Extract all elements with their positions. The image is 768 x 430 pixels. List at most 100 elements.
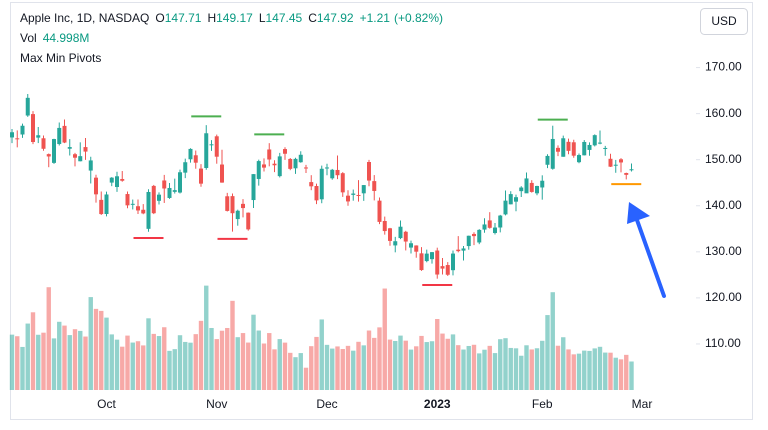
- candle-body: [393, 241, 398, 246]
- candle-body: [351, 193, 356, 195]
- candle-body: [592, 135, 597, 146]
- candle-body: [199, 168, 203, 184]
- currency-button[interactable]: [700, 8, 748, 35]
- candle-body: [514, 197, 518, 202]
- candle-body: [461, 248, 466, 251]
- volume-bar: [529, 349, 534, 390]
- x-tick-label: Feb: [532, 397, 553, 411]
- volume-bar: [471, 344, 477, 390]
- volume-bar: [597, 346, 603, 390]
- candle-body: [566, 141, 571, 151]
- candle-body: [251, 174, 256, 201]
- volume-bar: [30, 312, 36, 390]
- candle-body: [225, 196, 230, 211]
- candle-body: [46, 154, 51, 157]
- volume-bar: [209, 327, 214, 390]
- candle-body: [235, 210, 240, 220]
- volume-bar: [240, 333, 246, 390]
- candle-body: [414, 245, 419, 252]
- volume-bar: [151, 333, 156, 390]
- candle-body: [445, 265, 450, 275]
- candle-body: [519, 187, 524, 192]
- candle-body: [256, 161, 261, 179]
- x-tick-label: 2023: [424, 397, 451, 411]
- volume-bar: [303, 367, 309, 390]
- open-label: O: [155, 11, 164, 25]
- candle-body: [582, 141, 587, 156]
- candle-body: [398, 226, 403, 239]
- volume-bar: [550, 292, 555, 390]
- candle-body: [430, 252, 434, 260]
- candle-body: [293, 158, 298, 169]
- volume-bar: [524, 345, 529, 390]
- volume-bar: [130, 342, 135, 390]
- candle-body: [241, 203, 245, 209]
- candle-body: [130, 203, 135, 205]
- candle-body: [104, 194, 109, 215]
- x-tick-label: Oct: [97, 397, 116, 411]
- candle-body: [629, 169, 634, 171]
- candle-body: [487, 220, 492, 228]
- candle-body: [503, 200, 508, 215]
- candle-body: [136, 206, 140, 211]
- candle-body: [36, 135, 41, 138]
- volume-bar: [282, 342, 288, 390]
- volume-bar: [177, 335, 183, 390]
- volume-bar: [466, 345, 471, 390]
- candle-body: [556, 147, 560, 152]
- volume-bar: [487, 345, 492, 390]
- candle-body: [624, 173, 629, 175]
- volume-bar: [534, 348, 540, 390]
- candle-body: [162, 180, 167, 189]
- candle-body: [477, 229, 482, 243]
- change: +1.21: [360, 11, 391, 25]
- volume-bar: [408, 349, 414, 390]
- volume-bar: [41, 332, 46, 390]
- x-tick-label: Dec: [316, 397, 337, 411]
- candle-body: [577, 155, 581, 163]
- candle-body: [167, 187, 172, 198]
- volume-bar: [162, 327, 167, 390]
- volume-bar: [193, 334, 198, 390]
- volume-bar: [582, 350, 587, 390]
- volume-name: Vol: [20, 31, 37, 45]
- candle-body: [340, 173, 345, 193]
- candle-body: [493, 227, 497, 234]
- volume-bar: [256, 330, 261, 390]
- candle-body: [109, 177, 114, 183]
- candle-body: [335, 169, 340, 176]
- candle-body: [309, 182, 314, 187]
- volume-bar: [88, 297, 93, 390]
- volume-bar: [330, 348, 335, 390]
- candle-body: [382, 221, 387, 232]
- volume-bar: [335, 346, 340, 390]
- symbol: Apple Inc, 1D, NASDAQ: [20, 11, 149, 25]
- volume-bar: [498, 339, 503, 390]
- volume-bar: [477, 353, 482, 390]
- candle-body: [41, 138, 46, 149]
- volume-bar: [513, 348, 519, 390]
- indicator-name: Max Min Pivots: [20, 51, 101, 65]
- volume-bar: [277, 339, 282, 390]
- volume-legend: Vol 44.998M: [20, 31, 89, 45]
- volume-bar: [214, 339, 219, 390]
- volume-bar: [78, 330, 83, 390]
- volume-bar: [25, 323, 30, 390]
- close-value: 147.92: [317, 11, 354, 25]
- candle-body: [25, 97, 30, 116]
- candle-body: [283, 149, 287, 154]
- volume-bar: [419, 335, 424, 390]
- volume-bar: [251, 314, 256, 390]
- candle-body: [603, 147, 608, 149]
- volume-bar: [456, 345, 461, 390]
- candle-body: [409, 243, 413, 248]
- volume-bar: [440, 333, 445, 390]
- candle-body: [613, 164, 618, 166]
- candle-body: [183, 162, 188, 173]
- volume-bar: [9, 334, 15, 390]
- y-tick-label: 150.00: [705, 152, 742, 166]
- candle-body: [388, 228, 392, 241]
- volume-bar: [624, 354, 629, 390]
- candle-body: [456, 249, 461, 252]
